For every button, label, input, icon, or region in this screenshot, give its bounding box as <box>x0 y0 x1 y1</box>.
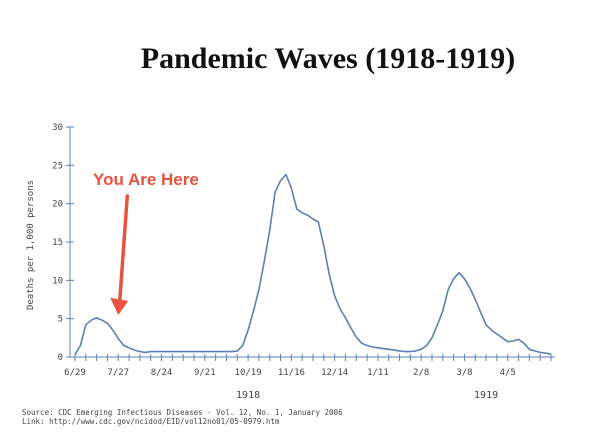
x-tick-label: 4/5 <box>500 368 516 378</box>
y-tick-label: 15 <box>52 238 63 248</box>
x-tick-label: 11/16 <box>278 368 305 378</box>
annotation-arrow <box>118 194 130 303</box>
y-tick-label: 25 <box>52 161 63 171</box>
source-note: Source: CDC Emerging Infectious Diseases… <box>22 408 582 426</box>
source-line: Source: CDC Emerging Infectious Diseases… <box>22 408 343 417</box>
year-label: 1918 <box>236 390 260 401</box>
chart-title: Pandemic Waves (1918-1919) <box>140 42 516 75</box>
x-tick-label: 6/29 <box>64 368 86 378</box>
y-axis-title: Deaths per 1,000 persons <box>26 180 36 310</box>
x-tick-label: 7/27 <box>107 368 129 378</box>
x-tick-label: 10/19 <box>235 368 262 378</box>
series-line <box>74 173 552 356</box>
year-label: 1919 <box>474 390 498 401</box>
x-tick-label: 9/21 <box>194 368 216 378</box>
x-tick-label: 8/24 <box>151 368 173 378</box>
annotation-group: You Are Here <box>93 170 199 315</box>
x-tick-label: 3/8 <box>456 368 472 378</box>
x-tick-label: 1/11 <box>367 368 389 378</box>
y-tick-label: 10 <box>52 276 63 286</box>
x-axis: 6/29 7/27 8/24 9/21 10/19 11/16 12/14 1/11 2/8 3/… <box>64 354 555 401</box>
annotation-label: You Are Here <box>93 170 199 189</box>
x-tick-label: 12/14 <box>321 368 348 378</box>
x-tick-label: 2/8 <box>413 368 429 378</box>
y-tick-label: 5 <box>58 315 63 325</box>
y-tick-label: 0 <box>58 353 63 363</box>
annotation-arrowhead <box>110 297 129 315</box>
series-group <box>74 173 552 356</box>
source-link[interactable]: Link: http://www.cdc.gov/ncidod/EID/vol1… <box>22 417 280 426</box>
y-axis: 0 5 10 15 20 25 30 <box>52 123 74 363</box>
y-tick-label: 20 <box>52 200 63 210</box>
y-tick-label: 30 <box>52 123 63 133</box>
